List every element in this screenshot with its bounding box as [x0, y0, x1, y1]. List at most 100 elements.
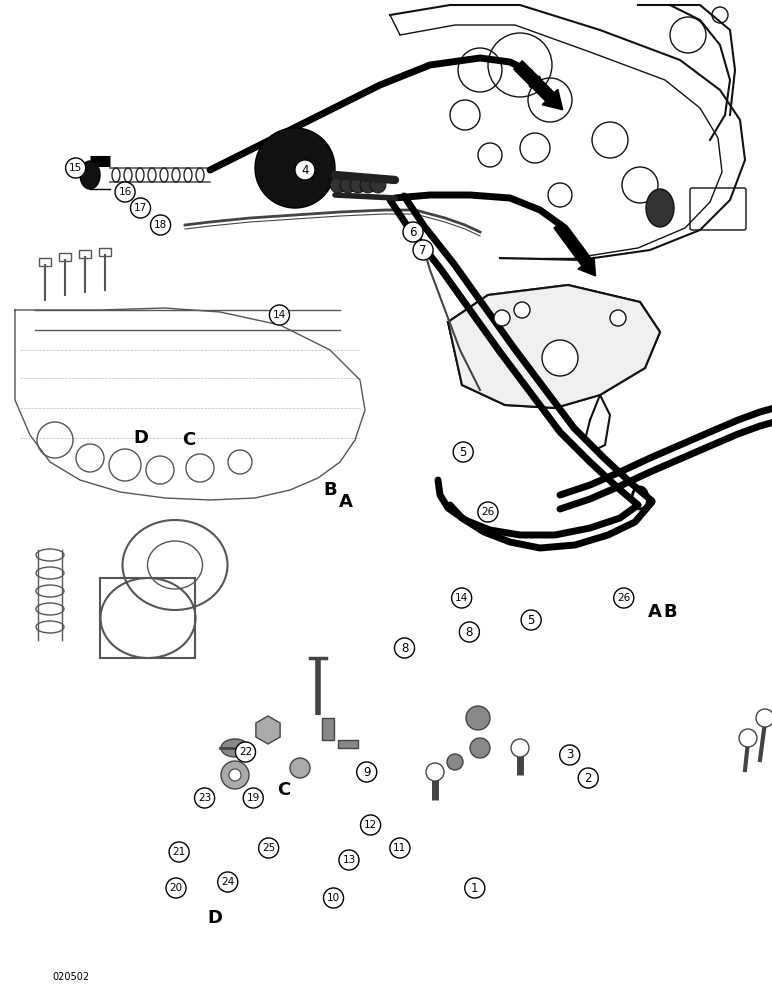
Text: 12: 12 — [364, 820, 378, 830]
Circle shape — [115, 182, 135, 202]
Circle shape — [453, 442, 473, 462]
Circle shape — [350, 177, 366, 193]
Text: 3: 3 — [566, 748, 574, 762]
Text: 9: 9 — [363, 766, 371, 778]
Text: 17: 17 — [134, 203, 147, 213]
Circle shape — [340, 177, 356, 193]
Text: 19: 19 — [246, 793, 260, 803]
Circle shape — [218, 872, 238, 892]
Circle shape — [452, 588, 472, 608]
Bar — [39, 258, 51, 266]
Text: 16: 16 — [118, 187, 132, 197]
Circle shape — [243, 788, 263, 808]
Text: 13: 13 — [342, 855, 356, 865]
Text: 11: 11 — [393, 843, 407, 853]
Text: D: D — [207, 909, 222, 927]
Text: 7: 7 — [419, 243, 427, 256]
Circle shape — [269, 305, 290, 325]
Polygon shape — [448, 285, 660, 408]
Ellipse shape — [646, 189, 674, 227]
Text: 25: 25 — [262, 843, 276, 853]
Text: 20: 20 — [169, 883, 183, 893]
Text: 26: 26 — [481, 507, 495, 517]
Text: A: A — [648, 603, 662, 621]
Text: 14: 14 — [455, 593, 469, 603]
Circle shape — [151, 215, 171, 235]
Circle shape — [295, 160, 315, 180]
Circle shape — [323, 888, 344, 908]
Circle shape — [361, 815, 381, 835]
Circle shape — [447, 754, 463, 770]
Circle shape — [330, 177, 346, 193]
Circle shape — [166, 878, 186, 898]
Text: C: C — [277, 781, 291, 799]
Circle shape — [465, 878, 485, 898]
Bar — [99, 248, 111, 256]
Text: 23: 23 — [198, 793, 212, 803]
FancyArrow shape — [513, 61, 563, 110]
Ellipse shape — [80, 161, 100, 189]
Circle shape — [403, 222, 423, 242]
Circle shape — [235, 742, 256, 762]
Text: 21: 21 — [172, 847, 186, 857]
Circle shape — [390, 838, 410, 858]
Text: 2: 2 — [584, 772, 592, 784]
Text: 10: 10 — [327, 893, 340, 903]
Text: B: B — [323, 481, 337, 499]
Circle shape — [478, 502, 498, 522]
Circle shape — [521, 610, 541, 630]
Circle shape — [221, 761, 249, 789]
Bar — [322, 718, 334, 740]
Circle shape — [195, 788, 215, 808]
FancyArrow shape — [554, 222, 595, 276]
Circle shape — [756, 709, 772, 727]
Bar — [338, 740, 358, 748]
Circle shape — [459, 622, 479, 642]
Text: A: A — [339, 493, 353, 511]
Text: 8: 8 — [401, 642, 408, 654]
Circle shape — [413, 240, 433, 260]
Circle shape — [426, 763, 444, 781]
Bar — [59, 253, 71, 261]
Text: 6: 6 — [409, 226, 417, 238]
Text: 8: 8 — [466, 626, 473, 639]
Circle shape — [169, 842, 189, 862]
Circle shape — [66, 158, 86, 178]
Circle shape — [130, 198, 151, 218]
Circle shape — [370, 177, 386, 193]
Circle shape — [357, 762, 377, 782]
Circle shape — [229, 769, 241, 781]
Text: 14: 14 — [273, 310, 286, 320]
Circle shape — [511, 739, 529, 757]
Circle shape — [259, 838, 279, 858]
Text: 18: 18 — [154, 220, 168, 230]
Circle shape — [514, 302, 530, 318]
Text: 15: 15 — [69, 163, 83, 173]
Text: 020502: 020502 — [52, 972, 90, 982]
Text: B: B — [663, 603, 677, 621]
Circle shape — [394, 638, 415, 658]
Bar — [79, 250, 91, 258]
Bar — [100, 578, 195, 658]
Text: C: C — [182, 431, 196, 449]
Circle shape — [610, 310, 626, 326]
Text: 24: 24 — [221, 877, 235, 887]
Text: 5: 5 — [459, 446, 467, 458]
Circle shape — [290, 758, 310, 778]
Circle shape — [470, 738, 490, 758]
Text: 5: 5 — [527, 613, 535, 626]
Text: 1: 1 — [471, 882, 479, 894]
Circle shape — [739, 729, 757, 747]
Circle shape — [255, 128, 335, 208]
Text: 22: 22 — [239, 747, 252, 757]
Circle shape — [466, 706, 490, 730]
Circle shape — [614, 588, 634, 608]
Circle shape — [339, 850, 359, 870]
Circle shape — [494, 310, 510, 326]
Circle shape — [360, 177, 376, 193]
Ellipse shape — [221, 739, 249, 757]
Circle shape — [578, 768, 598, 788]
Text: 26: 26 — [617, 593, 631, 603]
Text: D: D — [133, 429, 148, 447]
Circle shape — [560, 745, 580, 765]
